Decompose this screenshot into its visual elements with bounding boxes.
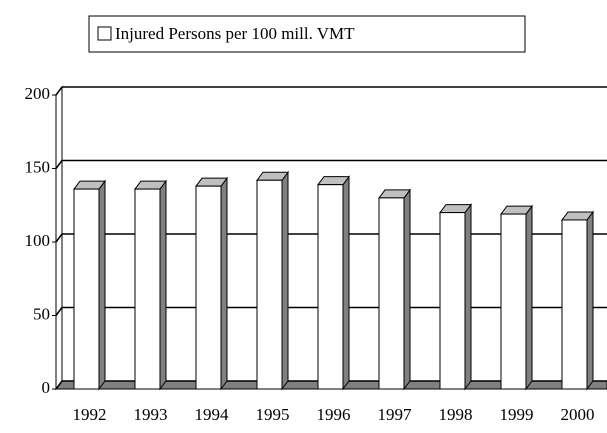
x-tick-label: 2000 [561,405,595,424]
bar-top [561,211,594,221]
y-tick-label: 0 [42,378,51,397]
x-tick-label: 1998 [439,405,473,424]
bar-top [195,177,228,187]
bar [500,213,527,390]
bar-side [98,179,106,391]
bar [561,219,588,390]
bar [73,188,100,390]
bar-side [342,175,350,391]
bar-side [403,188,411,391]
bar [317,184,344,390]
bar-top [134,180,167,190]
bar-side [586,210,594,391]
grid-line [55,233,63,243]
x-tick-label: 1996 [317,405,351,424]
legend-box [88,15,526,53]
bar-top [73,180,106,190]
bar-side [220,176,228,391]
x-tick-label: 1997 [378,405,413,424]
y-tick-label: 50 [33,304,50,323]
legend-label: Injured Persons per 100 mill. VMT [115,24,355,43]
grid-line [55,380,63,390]
x-tick-label: 1994 [195,405,230,424]
bar-top [378,189,411,199]
legend: Injured Persons per 100 mill. VMT [88,15,526,53]
x-tick-label: 1993 [134,405,168,424]
bar-side [281,170,289,391]
bar [378,197,405,390]
bar [256,179,283,390]
y-tick-label: 150 [25,157,51,176]
y-tick-label: 200 [25,84,51,103]
x-tick-label: 1995 [256,405,290,424]
bar [134,188,161,390]
bar-top [256,171,289,181]
x-tick-label: 1999 [500,405,534,424]
bar-top [439,204,472,214]
bar-side [525,204,533,391]
bar-top [317,176,350,186]
grid-line [55,160,63,169]
grid-line [55,307,63,316]
bar-top [500,205,533,215]
x-tick-label: 1992 [73,405,107,424]
grid-line [55,86,63,96]
bar-side [464,203,472,391]
y-tick-label: 100 [25,231,51,250]
bar [439,212,466,390]
legend-swatch [97,26,112,41]
bar [195,185,222,390]
bar-side [159,179,167,391]
